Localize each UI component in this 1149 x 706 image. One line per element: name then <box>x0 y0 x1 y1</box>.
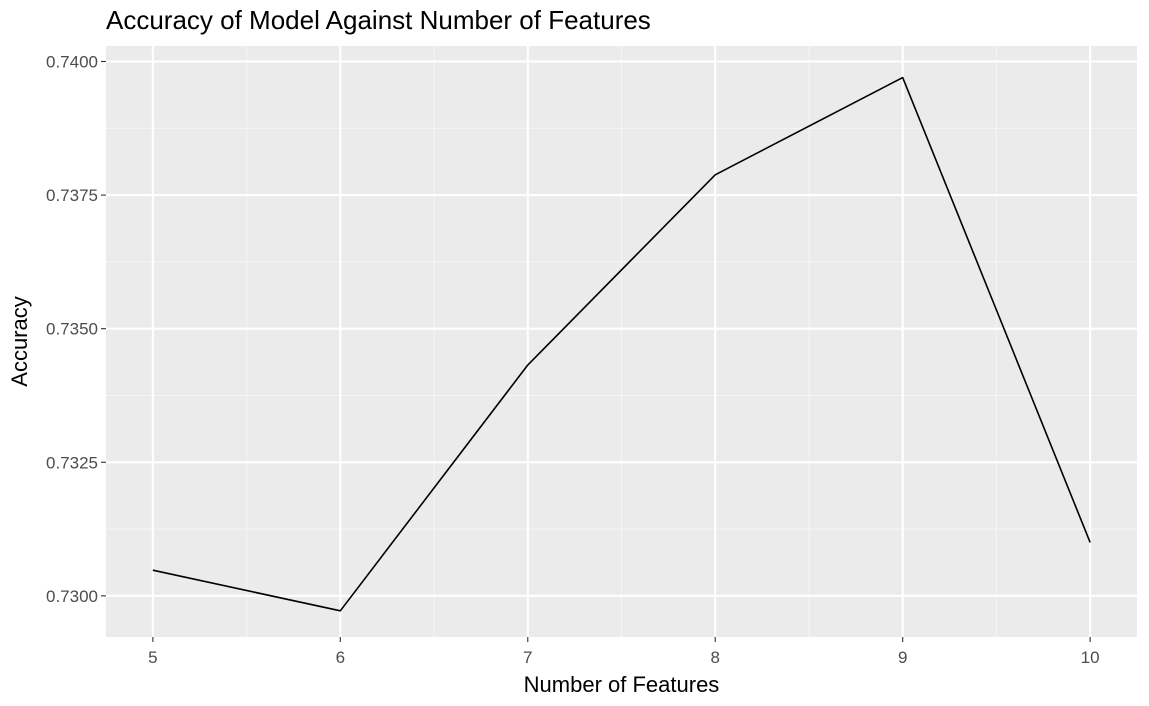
x-tick-label: 8 <box>710 648 719 667</box>
accuracy-line <box>152 76 1091 612</box>
x-tick-label: 9 <box>898 648 907 667</box>
y-axis-title: Accuracy <box>7 296 32 386</box>
minor-gridlines <box>106 46 1137 637</box>
y-tick-label: 0.7400 <box>46 52 98 71</box>
chart-title: Accuracy of Model Against Number of Feat… <box>106 5 651 35</box>
y-tick-label: 0.7350 <box>46 320 98 339</box>
y-tick-label: 0.7300 <box>46 587 98 606</box>
major-gridlines <box>106 46 1137 637</box>
x-tick-label: 10 <box>1081 648 1100 667</box>
y-tick-label: 0.7325 <box>46 453 98 472</box>
y-tick-label: 0.7375 <box>46 186 98 205</box>
x-tick-label: 6 <box>336 648 345 667</box>
x-tick-label: 5 <box>148 648 157 667</box>
y-axis-ticks: 0.7300 0.7325 0.7350 0.7375 0.7400 <box>46 52 106 606</box>
x-axis-title: Number of Features <box>524 672 720 697</box>
x-axis-ticks: 5 6 7 8 9 10 <box>148 637 1100 667</box>
x-tick-label: 7 <box>523 648 532 667</box>
